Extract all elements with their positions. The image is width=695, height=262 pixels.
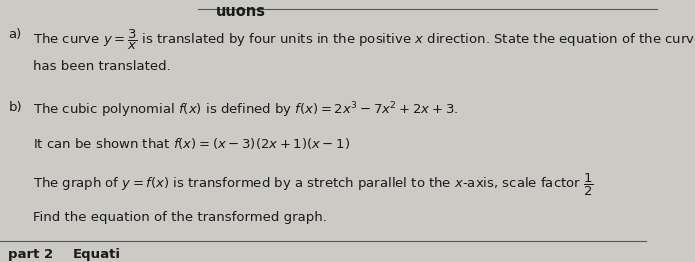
Text: Find the equation of the transformed graph.: Find the equation of the transformed gra… (33, 211, 327, 224)
Text: part 2: part 2 (8, 248, 54, 261)
Text: uuons: uuons (215, 4, 265, 19)
Text: It can be shown that $f(x) = (x-3)(2x+1)(x-1)$: It can be shown that $f(x) = (x-3)(2x+1)… (33, 136, 350, 151)
Text: has been translated.: has been translated. (33, 60, 171, 73)
Text: b): b) (8, 101, 22, 114)
Text: The graph of $y = f(x)$ is transformed by a stretch parallel to the $x$-axis, sc: The graph of $y = f(x)$ is transformed b… (33, 172, 594, 198)
Text: The curve $y = \dfrac{3}{x}$ is translated by four units in the positive $x$ dir: The curve $y = \dfrac{3}{x}$ is translat… (33, 28, 695, 52)
Text: Equati: Equati (73, 248, 121, 261)
Text: The cubic polynomial $f(x)$ is defined by $f(x) = 2x^3 - 7x^2 + 2x + 3.$: The cubic polynomial $f(x)$ is defined b… (33, 101, 459, 121)
Text: a): a) (8, 28, 22, 41)
